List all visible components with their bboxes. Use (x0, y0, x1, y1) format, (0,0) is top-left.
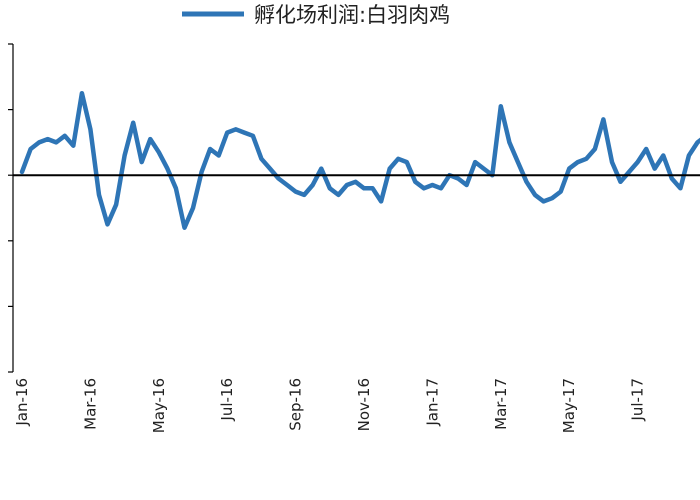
x-tick-label: May-16 (150, 378, 168, 433)
x-tick-label: Jul-17 (629, 378, 647, 422)
x-tick-label: Sep-17 (697, 378, 700, 431)
legend-label: 孵化场利润:白羽肉鸡 (254, 3, 450, 27)
x-tick-label: Sep-16 (287, 378, 305, 431)
series-line (19, 90, 700, 230)
x-tick-label: Nov-16 (355, 378, 373, 431)
x-tick-label: Jan-17 (423, 378, 441, 427)
legend: 孵化场利润:白羽肉鸡 (182, 3, 450, 27)
x-axis: Jan-16 Mar-16 May-16 Jul-16 Sep-16 Nov-16 Jan-… (13, 378, 700, 433)
x-tick-label: May-17 (560, 378, 578, 433)
x-tick-label: Jul-16 (218, 378, 236, 422)
y-axis (8, 43, 14, 373)
x-tick-label: Mar-17 (492, 378, 510, 430)
x-tick-label: Jan-16 (13, 378, 31, 427)
x-tick-label: Mar-16 (81, 378, 99, 430)
